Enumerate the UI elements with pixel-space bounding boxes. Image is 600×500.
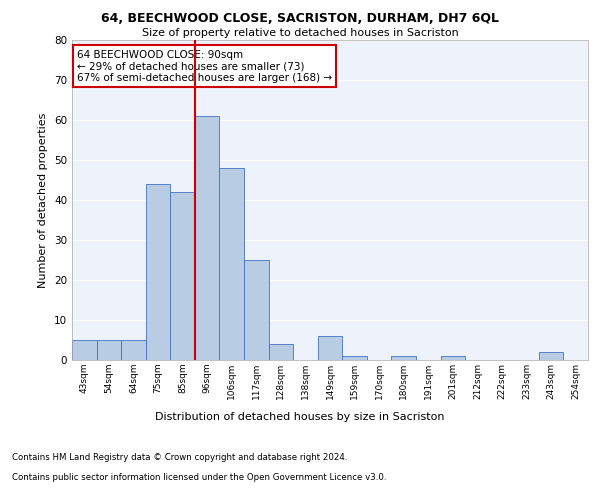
Bar (146, 184, 170, 360)
Bar (318, 336, 342, 360)
Bar (121, 340, 146, 360)
Text: Size of property relative to detached houses in Sacriston: Size of property relative to detached ho… (142, 28, 458, 38)
Bar (220, 168, 244, 360)
Y-axis label: Number of detached properties: Number of detached properties (38, 112, 49, 288)
Bar (72, 340, 97, 360)
Text: 64 BEECHWOOD CLOSE: 90sqm
← 29% of detached houses are smaller (73)
67% of semi-: 64 BEECHWOOD CLOSE: 90sqm ← 29% of detac… (77, 50, 332, 83)
Bar (440, 356, 465, 360)
Text: Contains HM Land Registry data © Crown copyright and database right 2024.: Contains HM Land Registry data © Crown c… (12, 452, 347, 462)
Bar (170, 192, 195, 360)
Bar (269, 344, 293, 360)
Bar (244, 260, 269, 360)
Text: 64, BEECHWOOD CLOSE, SACRISTON, DURHAM, DH7 6QL: 64, BEECHWOOD CLOSE, SACRISTON, DURHAM, … (101, 12, 499, 26)
Bar (391, 356, 416, 360)
Bar (539, 352, 563, 360)
Bar (97, 340, 121, 360)
Bar (342, 356, 367, 360)
Bar (195, 116, 220, 360)
Text: Contains public sector information licensed under the Open Government Licence v3: Contains public sector information licen… (12, 472, 386, 482)
Text: Distribution of detached houses by size in Sacriston: Distribution of detached houses by size … (155, 412, 445, 422)
